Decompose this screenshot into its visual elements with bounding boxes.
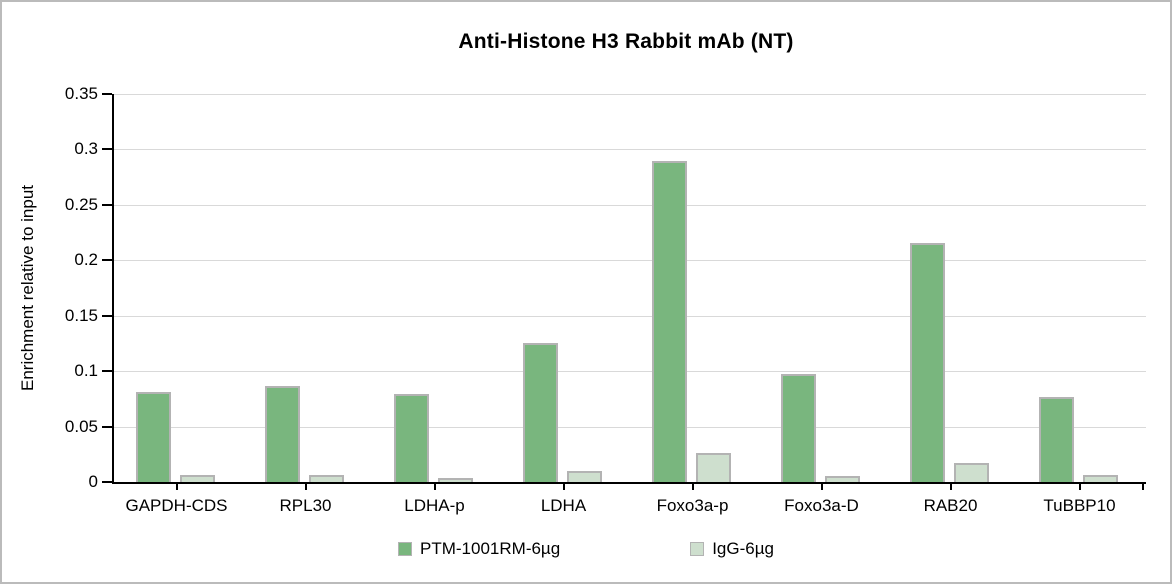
x-axis-tick-mark	[1078, 484, 1081, 490]
y-axis-tick-label: 0.1	[74, 361, 98, 381]
bar-ptm-1001rm-6-g-tubbp10	[1039, 396, 1074, 482]
x-axis-tick-mark	[175, 484, 178, 490]
y-axis-tick-label: 0	[88, 472, 98, 491]
category-label-rab20: RAB20	[923, 496, 978, 515]
legend: PTM-1001RM-6µg IgG-6µg	[2, 539, 1170, 559]
category-label-tubbp10: TuBBP10	[1043, 496, 1116, 515]
bar-igg-6-g-foxo3a-d	[825, 476, 860, 482]
y-axis-tick-mark	[102, 314, 112, 317]
legend-item: IgG-6µg	[690, 539, 774, 559]
y-axis-tick-mark	[102, 203, 112, 206]
bar-igg-6-g-rpl30	[309, 475, 344, 482]
x-axis-tick-mark	[820, 484, 823, 490]
bar-ptm-1001rm-6-g-ldha-p	[394, 394, 429, 482]
gridline	[114, 315, 1146, 317]
bar-igg-6-g-rab20	[954, 463, 989, 482]
legend-item: PTM-1001RM-6µg	[398, 539, 560, 559]
category-label-rpl30: RPL30	[279, 496, 332, 515]
y-axis-tick-label: 0.3	[74, 139, 98, 159]
y-axis-tick-label: 0.05	[64, 416, 98, 436]
legend-swatch-icon	[690, 542, 705, 556]
chart-title: Anti-Histone H3 Rabbit mAb (NT)	[458, 30, 794, 53]
category-label-foxo3a-p: Foxo3a-p	[656, 496, 729, 515]
y-axis-tick-mark	[102, 148, 112, 151]
y-axis-tick-mark	[102, 370, 112, 373]
gridline	[114, 149, 1146, 151]
bar-igg-6-g-ldha	[567, 470, 602, 482]
category-label-ldha: LDHA	[540, 496, 587, 515]
y-axis-title: Enrichment relative to input	[18, 185, 37, 391]
bar-ptm-1001rm-6-g-rpl30	[265, 385, 300, 482]
bar-igg-6-g-gapdh-cds	[180, 475, 215, 482]
x-axis-tick-mark	[304, 484, 307, 490]
plot-area	[112, 94, 1146, 484]
x-axis-tick-mark	[433, 484, 436, 490]
legend-label: IgG-6µg	[712, 539, 774, 558]
bar-ptm-1001rm-6-g-rab20	[910, 242, 945, 482]
y-axis-tick-label: 0.35	[64, 84, 98, 103]
bar-igg-6-g-tubbp10	[1083, 475, 1118, 482]
legend-label: PTM-1001RM-6µg	[420, 539, 561, 558]
category-label-foxo3a-d: Foxo3a-D	[784, 496, 859, 515]
gridline	[114, 426, 1146, 428]
gridline	[114, 260, 1146, 262]
bar-ptm-1001rm-6-g-ldha	[523, 343, 558, 482]
category-label-ldha-p: LDHA-p	[404, 496, 465, 515]
gridline	[114, 204, 1146, 206]
gridline	[114, 371, 1146, 373]
x-axis-tick-mark	[949, 484, 952, 490]
x-axis-tick-mark	[562, 484, 565, 490]
y-axis-tick-mark	[102, 481, 112, 483]
bar-ptm-1001rm-6-g-foxo3a-p	[652, 160, 687, 482]
y-axis-tick-mark	[102, 93, 112, 95]
bar-ptm-1001rm-6-g-gapdh-cds	[136, 392, 171, 482]
bar-ptm-1001rm-6-g-foxo3a-d	[781, 374, 816, 482]
y-axis-tick-mark	[102, 259, 112, 262]
x-axis-end-tick-mark	[1142, 484, 1144, 490]
bar-igg-6-g-foxo3a-p	[696, 453, 731, 482]
x-axis-tick-mark	[691, 484, 694, 490]
bar-igg-6-g-ldha-p	[438, 477, 473, 482]
category-label-gapdh-cds: GAPDH-CDS	[125, 496, 228, 515]
y-axis-tick-label: 0.15	[64, 305, 98, 325]
y-axis-tick-label: 0.2	[74, 250, 98, 270]
legend-swatch-icon	[398, 542, 413, 556]
gridline	[114, 94, 1146, 95]
y-axis-tick-mark	[102, 425, 112, 428]
y-axis-tick-label: 0.25	[64, 194, 98, 214]
